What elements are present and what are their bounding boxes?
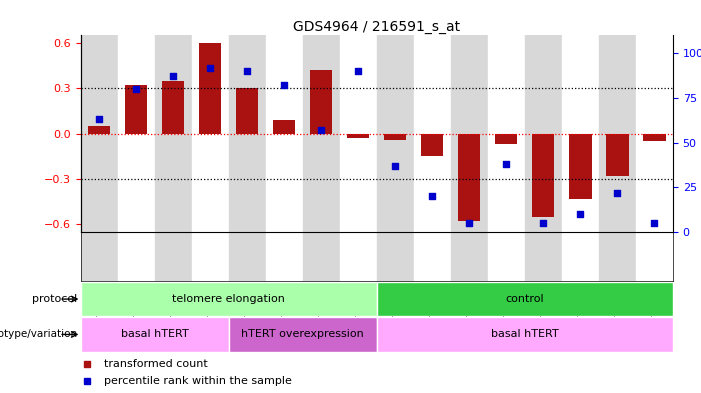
Point [205,64,216,71]
Bar [562,35,599,232]
Point [168,73,179,80]
Point [130,86,142,92]
Point [242,68,253,74]
Bar [155,232,191,281]
Text: basal hTERT: basal hTERT [491,329,559,340]
Bar [266,35,303,232]
Text: protocol: protocol [32,294,77,304]
Bar [229,35,266,232]
Bar [414,232,451,281]
Point [353,68,364,74]
Point [501,161,512,167]
Text: percentile rank within the sample: percentile rank within the sample [104,376,292,386]
Bar [340,232,377,281]
Point [427,193,438,199]
Bar [191,232,229,281]
Bar [644,134,665,141]
Point [612,189,623,196]
Bar [229,232,266,281]
Bar [377,232,414,281]
Bar [562,232,599,281]
Bar [347,134,369,138]
Bar [488,35,525,232]
Point [464,220,475,226]
Bar [81,282,377,316]
Text: genotype/variation: genotype/variation [0,329,77,340]
Bar [636,35,673,232]
Bar [118,35,155,232]
Bar [525,35,562,232]
Bar [384,134,407,140]
Point [649,220,660,226]
Bar [458,134,480,221]
Bar [495,134,517,144]
Bar [310,70,332,134]
Bar [599,35,636,232]
Bar [81,232,118,281]
Bar [199,43,222,134]
Text: basal hTERT: basal hTERT [121,329,189,340]
Title: GDS4964 / 216591_s_at: GDS4964 / 216591_s_at [293,20,461,34]
Bar [377,35,414,232]
Bar [191,35,229,232]
Bar [340,35,377,232]
Bar [636,232,673,281]
Bar [162,81,184,134]
Point [575,211,586,217]
Point [538,220,549,226]
Bar [88,126,110,134]
Bar [414,35,451,232]
Bar [303,35,340,232]
Bar [81,35,118,232]
Bar [532,134,554,217]
Text: telomere elongation: telomere elongation [172,294,285,304]
Point [278,82,290,88]
Bar [266,232,303,281]
Bar [377,317,673,352]
Bar [451,35,488,232]
Bar [118,232,155,281]
Bar [303,232,340,281]
Bar [236,88,258,134]
Bar [377,282,673,316]
Bar [81,317,229,352]
Text: hTERT overexpression: hTERT overexpression [241,329,364,340]
Bar [125,85,147,134]
Bar [421,134,444,156]
Point [390,163,401,169]
Bar [525,232,562,281]
Text: transformed count: transformed count [104,358,208,369]
Point [315,127,327,133]
Bar [488,232,525,281]
Bar [599,232,636,281]
Bar [229,317,376,352]
Bar [155,35,191,232]
Bar [451,232,488,281]
Text: control: control [505,294,544,304]
Bar [569,134,592,198]
Point [93,116,104,123]
Bar [273,120,295,134]
Bar [606,134,629,176]
